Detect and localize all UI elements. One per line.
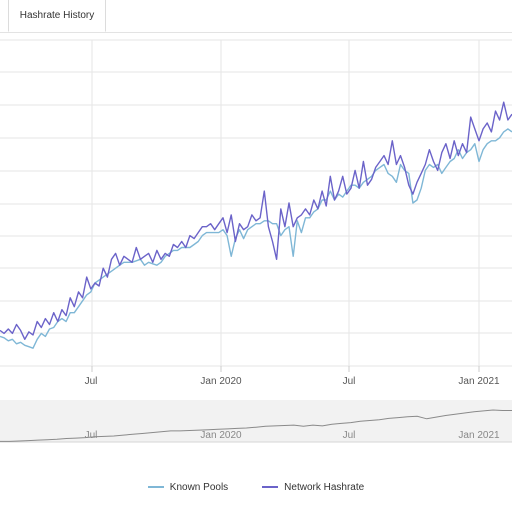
legend-swatch-known-pools (147, 486, 164, 488)
x-tick-label: Jul (85, 376, 98, 387)
navigator-background (0, 400, 512, 442)
navigator-tick-label: Jul (85, 430, 98, 441)
navigator-tick-label: Jan 2021 (458, 430, 500, 441)
series-line-known-pools (0, 128, 512, 349)
navigator-series-line (0, 409, 512, 442)
navigator-tick-label: Jan 2020 (200, 430, 242, 441)
tab-bar: Hashrate History (0, 0, 512, 33)
chart-series (0, 101, 512, 349)
tab-hashrate-history[interactable]: Hashrate History (8, 0, 106, 32)
navigator[interactable]: Jul Jan 2020 Jul Jan 2021 (0, 400, 512, 443)
legend-item-known-pools[interactable]: Known Pools (147, 481, 229, 493)
legend-label-known-pools: Known Pools (169, 481, 229, 493)
legend-swatch-network-hashrate (262, 486, 279, 488)
series-line-network-hashrate (0, 101, 512, 340)
x-tick-label: Jan 2020 (200, 376, 242, 387)
legend-label-network-hashrate: Network Hashrate (284, 481, 365, 493)
x-axis-ticks: Jul Jan 2020 Jul Jan 2021 (85, 366, 500, 387)
chart-gridlines (0, 39, 512, 367)
x-tick-label: Jan 2021 (458, 376, 500, 387)
legend-item-network-hashrate[interactable]: Network Hashrate (262, 482, 364, 493)
navigator-tick-label: Jul (343, 430, 356, 441)
chart-legend: Known Pools Network Hashrate (0, 478, 512, 496)
x-tick-label: Jul (343, 376, 356, 387)
